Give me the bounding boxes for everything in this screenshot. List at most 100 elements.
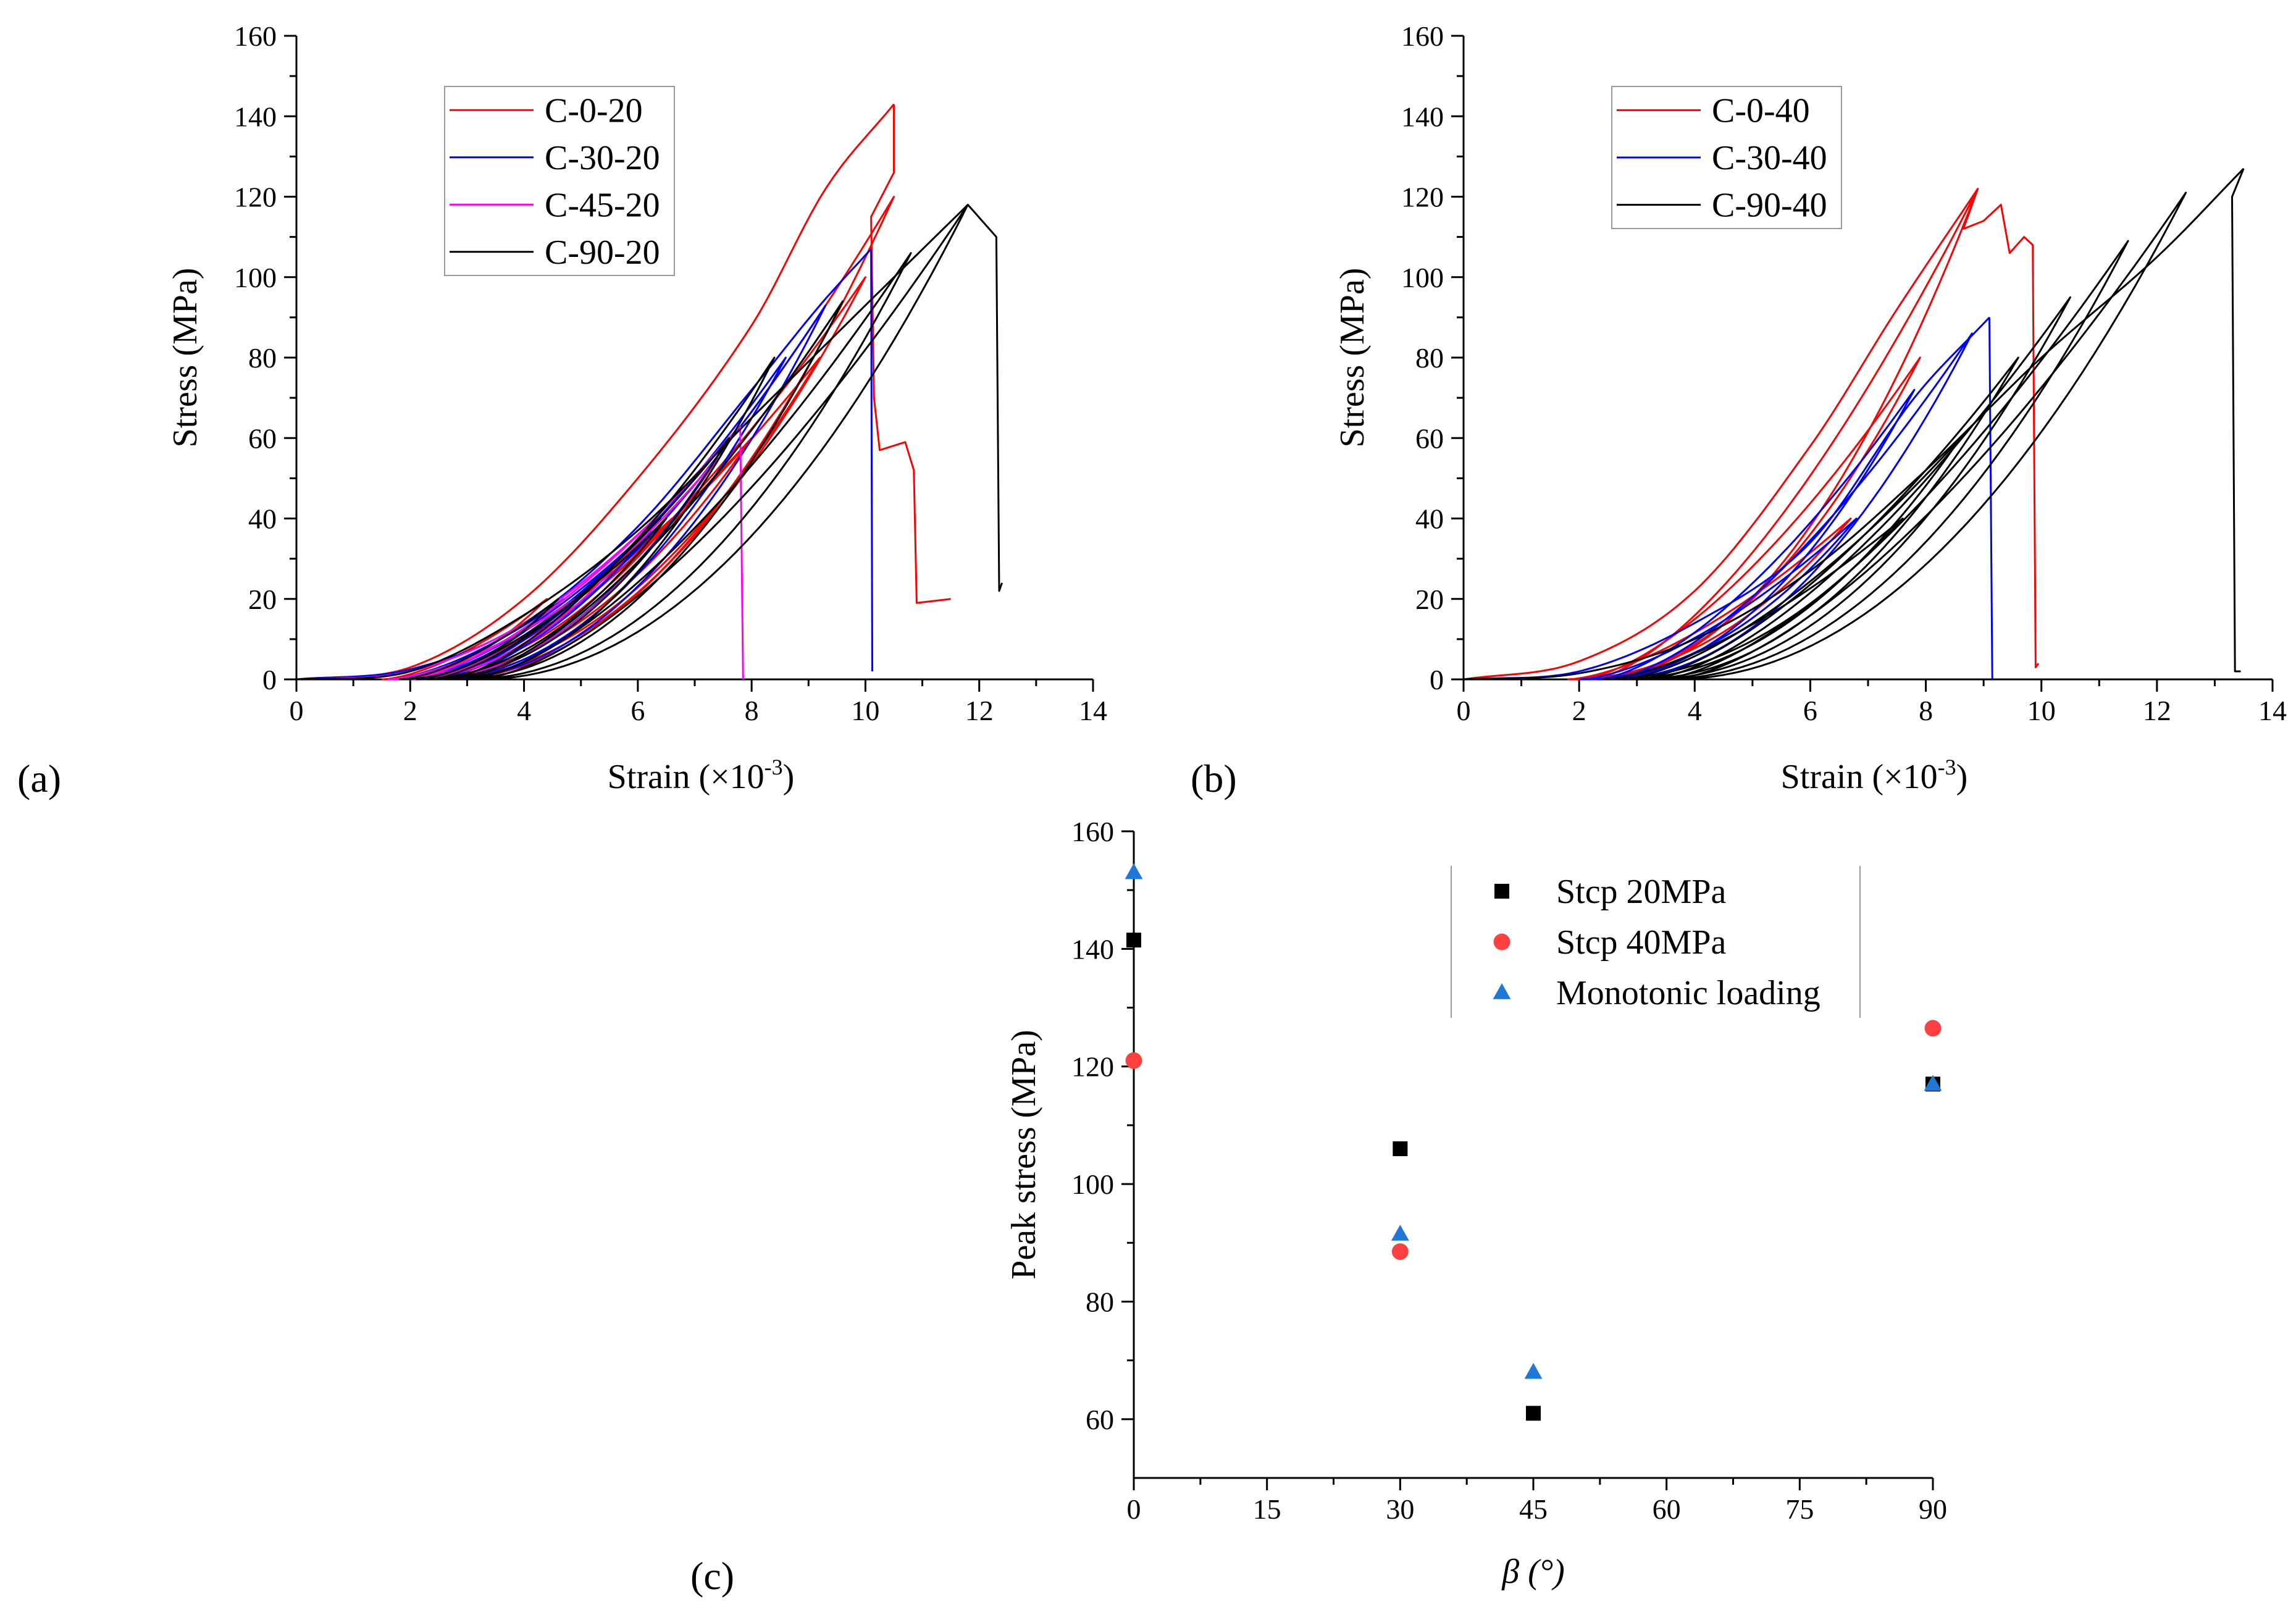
- data-point: [1924, 1020, 1942, 1037]
- panel-label-b: (b): [1191, 757, 1237, 800]
- y-tick-label: 0: [262, 664, 277, 695]
- x-tick-label: 12: [2143, 695, 2171, 726]
- hysteresis-loop: [1602, 518, 1904, 681]
- legend-label: C-45-20: [545, 186, 660, 224]
- hysteresis-loop: [1648, 296, 2071, 681]
- hysteresis-loop: [444, 304, 827, 681]
- loading-envelope: [296, 204, 969, 681]
- post-peak-curve: [1988, 317, 1993, 680]
- x-tick-label: 15: [1253, 1493, 1281, 1525]
- y-tick-label: 40: [248, 503, 277, 535]
- data-point: [1125, 1052, 1142, 1069]
- post-peak-curve: [967, 204, 1003, 592]
- y-tick-label: 100: [1401, 262, 1444, 293]
- y-tick-label: 40: [1415, 503, 1444, 535]
- x-tick-label: 6: [1803, 695, 1817, 726]
- post-peak-curve: [870, 104, 951, 604]
- y-axis-title: Stress (MPa): [1333, 268, 1372, 448]
- x-tick-label: 45: [1519, 1493, 1548, 1525]
- y-tick-label: 20: [1415, 584, 1444, 615]
- series-C-90-40: [1463, 167, 2245, 681]
- series-Step-40MPa: [1125, 1020, 1942, 1260]
- legend: C-0-20 C-30-20 C-45-20 C-90-20: [444, 86, 675, 276]
- legend-label: C-30-20: [545, 139, 660, 177]
- hysteresis-loop: [421, 457, 719, 681]
- x-tick-label: 0: [1457, 695, 1471, 726]
- post-peak-curve: [739, 426, 744, 680]
- y-tick-label: 80: [1415, 342, 1444, 374]
- y-tick-label: 140: [1071, 933, 1114, 965]
- post-peak-curve: [870, 249, 873, 672]
- y-tick-label: 160: [234, 20, 277, 52]
- hysteresis-loop: [1636, 356, 2019, 681]
- legend-label: Stcp 40MPa: [1556, 923, 1726, 962]
- loading-envelope: [1463, 167, 2245, 681]
- legend: Stcp 20MPa Stcp 40MPa Monotonic loading: [1451, 866, 1861, 1018]
- data-point: [1393, 1141, 1408, 1156]
- chart-c: 0 15 30 45 60 75 90 60 80 100 120 140 160 Peak stress…: [1005, 816, 1947, 1591]
- data-point: [1526, 1406, 1541, 1421]
- y-tick-label: 100: [1071, 1169, 1114, 1200]
- x-axis-title-end: ): [1956, 758, 1968, 796]
- x-tick-label: 14: [2258, 695, 2287, 726]
- legend-marker: [1493, 933, 1510, 951]
- legend-box: [444, 86, 675, 276]
- x-tick-label: 14: [1079, 695, 1107, 726]
- x-tick-label: 8: [745, 695, 759, 726]
- x-tick-label: 6: [631, 695, 645, 726]
- hysteresis-loop: [1671, 191, 2187, 681]
- x-tick-label: 0: [290, 695, 304, 726]
- hysteresis-loop: [416, 518, 668, 681]
- x-tick-label: 30: [1386, 1493, 1414, 1525]
- panel-label-a: (a): [17, 757, 61, 800]
- x-tick-label: 4: [1688, 695, 1702, 726]
- x-axis-title-end: ): [783, 758, 795, 796]
- hysteresis-loop: [432, 356, 787, 681]
- x-tick-label: 0: [1127, 1493, 1141, 1525]
- y-tick-label: 120: [234, 182, 277, 213]
- legend-label: C-0-20: [545, 91, 643, 130]
- hysteresis-loop: [1578, 356, 1921, 681]
- y-tick-label: 0: [1430, 664, 1444, 695]
- x-axis-title: Strain (×10-3): [608, 755, 795, 796]
- data-point: [1125, 863, 1143, 879]
- legend-marker: [1494, 884, 1509, 899]
- hysteresis-loop: [1659, 240, 2129, 681]
- data-point: [1126, 933, 1141, 948]
- y-tick-label: 140: [234, 101, 277, 132]
- y-tick-label: 140: [1401, 101, 1444, 132]
- x-tick-label: 8: [1919, 695, 1933, 726]
- x-axis-title: β (°): [1501, 1553, 1565, 1591]
- legend-label: Monotonic loading: [1556, 974, 1820, 1012]
- y-tick-label: 160: [1401, 20, 1444, 52]
- legend-marker: [1493, 983, 1511, 999]
- legend-label: C-90-40: [1712, 187, 1827, 225]
- legend-label: C-90-20: [545, 233, 660, 272]
- y-tick-label: 60: [1086, 1404, 1114, 1435]
- legend-label: C-30-40: [1712, 139, 1827, 177]
- legend-label: C-0-40: [1712, 91, 1810, 130]
- loading-envelope: [296, 248, 872, 681]
- hysteresis-loop: [427, 437, 730, 681]
- y-tick-label: 20: [248, 584, 277, 615]
- series-C-90-20: [296, 204, 1003, 681]
- data-point: [1924, 1075, 1942, 1091]
- y-tick-label: 60: [1415, 422, 1444, 454]
- y-tick-label: 60: [248, 422, 277, 454]
- data-point: [1391, 1224, 1409, 1241]
- hysteresis-loop: [1596, 388, 1916, 681]
- x-tick-label: 10: [851, 695, 879, 726]
- x-axis-title-sup: -3: [1938, 755, 1956, 779]
- hysteresis-loop: [455, 300, 844, 681]
- x-axis-title: Strain (×10-3): [1781, 755, 1968, 796]
- y-tick-label: 120: [1401, 182, 1444, 213]
- data-point: [1524, 1362, 1543, 1379]
- series-Monotonic-loading: [1125, 863, 1942, 1379]
- hysteresis-loop: [444, 356, 776, 681]
- hysteresis-loop: [467, 252, 912, 681]
- post-peak-curve: [1962, 188, 2040, 668]
- x-tick-label: 75: [1785, 1493, 1814, 1525]
- x-axis-title-sup: -3: [765, 755, 783, 779]
